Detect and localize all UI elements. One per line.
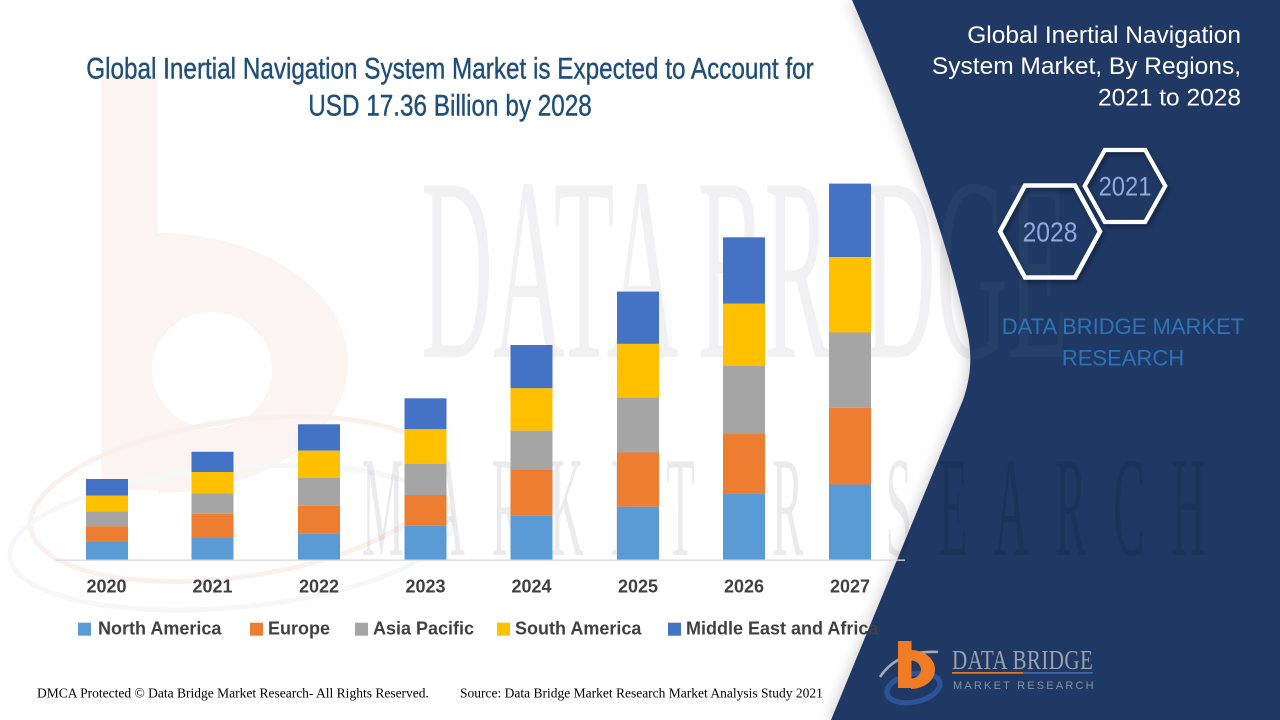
svg-text:Middle East and Africa: Middle East and Africa — [686, 619, 879, 639]
svg-text:DATA BRIDGE MARKET: DATA BRIDGE MARKET — [1002, 314, 1244, 339]
svg-text:System Market, By Regions,: System Market, By Regions, — [932, 53, 1241, 80]
svg-text:Asia Pacific: Asia Pacific — [373, 619, 474, 639]
svg-text:2026: 2026 — [724, 576, 764, 596]
svg-text:Europe: Europe — [268, 619, 330, 639]
svg-text:2027: 2027 — [830, 576, 870, 596]
svg-text:2021: 2021 — [1099, 172, 1152, 202]
svg-text:2020: 2020 — [86, 576, 126, 596]
svg-text:Global Inertial Navigation Sys: Global Inertial Navigation System Market… — [86, 51, 814, 85]
svg-text:MARKET RESEARCH: MARKET RESEARCH — [953, 680, 1096, 692]
svg-text:2024: 2024 — [511, 576, 551, 596]
svg-text:2021 to 2028: 2021 to 2028 — [1098, 84, 1241, 111]
svg-text:2021: 2021 — [192, 576, 232, 596]
svg-text:North America: North America — [98, 619, 222, 639]
svg-text:USD 17.36 Billion by 2028: USD 17.36 Billion by 2028 — [308, 88, 591, 122]
svg-text:DATA BRIDGE: DATA BRIDGE — [952, 646, 1093, 676]
svg-text:Source: Data Bridge Market Res: Source: Data Bridge Market Research Mark… — [460, 686, 823, 701]
svg-text:South America: South America — [515, 619, 642, 639]
svg-text:DMCA Protected © Data Bridge M: DMCA Protected © Data Bridge Market Rese… — [37, 686, 429, 701]
svg-text:2023: 2023 — [405, 576, 445, 596]
svg-text:2022: 2022 — [299, 576, 339, 596]
svg-text:Global Inertial Navigation: Global Inertial Navigation — [967, 22, 1241, 49]
svg-text:2028: 2028 — [1023, 216, 1078, 248]
svg-text:RESEARCH: RESEARCH — [1062, 346, 1184, 371]
svg-text:2025: 2025 — [618, 576, 658, 596]
